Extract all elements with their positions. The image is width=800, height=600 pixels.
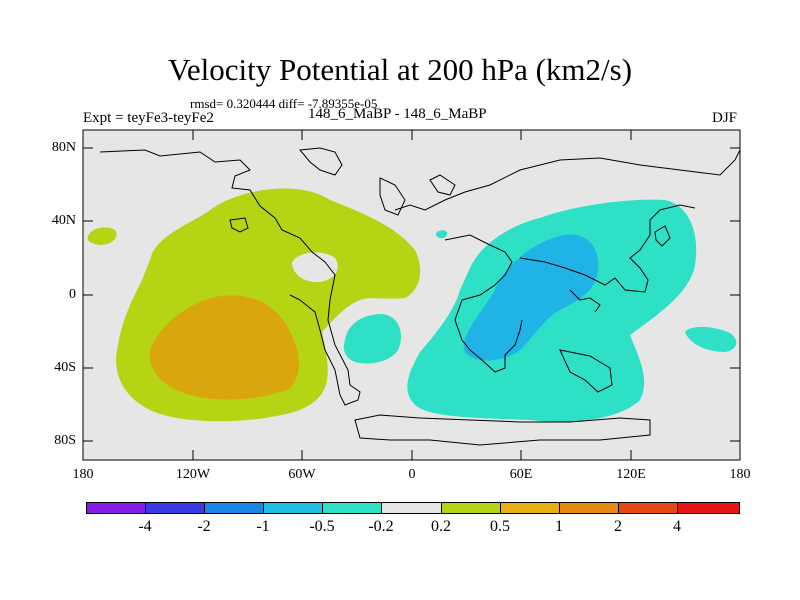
y-label-80n: 80N <box>51 140 76 155</box>
colorbar-swatch-8 <box>559 502 619 514</box>
negative-dot <box>436 230 448 239</box>
y-ticks <box>83 147 740 442</box>
x-ticks <box>82 130 741 460</box>
y-label-40s: 40S <box>54 360 76 375</box>
x-label-120e: 120E <box>616 467 646 482</box>
colorbar-label-1: 1 <box>555 518 563 535</box>
colorbar-swatch-0 <box>86 502 146 514</box>
period-label: 148_6_MaBP - 148_6_MaBP <box>308 106 487 122</box>
positive-blob-west <box>87 227 117 245</box>
map-title: Velocity Potential at 200 hPa (km2/s) <box>167 52 633 87</box>
colorbar-label-minus4: -4 <box>138 518 152 535</box>
colorbar-label-minus1: -1 <box>256 518 270 535</box>
negative-blob-atlantic <box>343 314 402 364</box>
x-label-180w: 180 <box>72 467 94 482</box>
y-label-0: 0 <box>69 287 76 302</box>
positive-core-pacific <box>149 295 299 400</box>
colorbar-swatch-4 <box>322 502 382 514</box>
x-label-60w: 60W <box>288 467 316 482</box>
colorbar-label-0-2: 0.2 <box>431 518 451 535</box>
y-label-40n: 40N <box>51 213 76 228</box>
negative-core-indian <box>463 234 599 361</box>
x-label-120w: 120W <box>175 467 211 482</box>
coastlines <box>99 147 741 446</box>
colorbar-swatch-1 <box>145 502 205 514</box>
colorbar-label-minus0-2: -0.2 <box>368 518 394 535</box>
colorbar-label-minus0-5: -0.5 <box>309 518 335 535</box>
colorbar-label-4: 4 <box>673 518 681 535</box>
negative-blob-pacific-east <box>685 326 737 352</box>
colorbar-label-2: 2 <box>614 518 622 535</box>
colorbar-swatch-5 <box>381 502 442 514</box>
colorbar-swatch-9 <box>618 502 678 514</box>
x-label-180e: 180 <box>729 467 751 482</box>
x-label-0: 0 <box>408 467 416 482</box>
experiment-label: Expt = teyFe3-teyFe2 <box>83 110 214 126</box>
colorbar-swatch-6 <box>441 502 501 514</box>
x-label-60e: 60E <box>509 467 533 482</box>
colorbar-swatch-10 <box>677 502 740 514</box>
colorbar-swatch-2 <box>204 502 264 514</box>
y-label-80s: 80S <box>54 433 76 448</box>
colorbar-label-minus2: -2 <box>197 518 211 535</box>
neutral-hole <box>292 252 338 283</box>
colorbar-swatch-3 <box>263 502 323 514</box>
rmsd-diff-stats: rmsd= 0.320444 diff= -7.89355e-05 <box>190 96 378 111</box>
colorbar-swatch-7 <box>500 502 560 514</box>
season-label: DJF <box>712 110 738 126</box>
colorbar-label-0-5: 0.5 <box>490 518 510 535</box>
